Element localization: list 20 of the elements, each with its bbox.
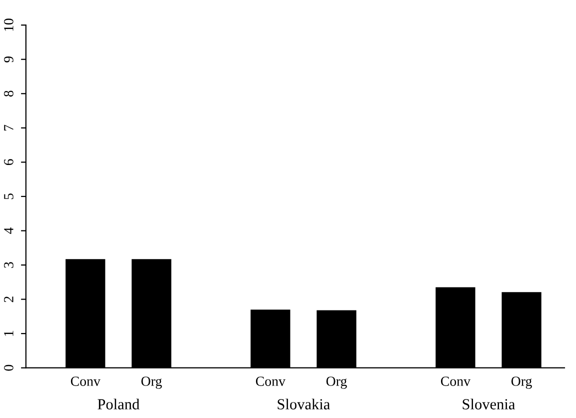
text: Slovenia [462,398,516,410]
y-tick-label: 3 [4,262,14,268]
y-tick-label: 4 [4,227,14,234]
x-tick-label: Conv [440,376,470,386]
y-tick-label: 6 [4,159,14,166]
x-tick-label: Conv [70,376,100,386]
y-tick-label: 9 [4,56,14,62]
x-tick-label: Org [141,376,162,389]
y-tick-label: 7 [4,124,14,130]
y-tick-label: 2 [4,296,14,302]
text: Poland [98,398,140,410]
x-tick-label: Conv [256,376,286,386]
y-tick-label: 1 [4,330,14,336]
y-tick-label: 0 [4,364,14,371]
y-tick-label: 10 [4,18,14,31]
y-tick-label: 5 [4,194,14,200]
x-tick-label: Org [326,376,347,389]
y-tick-label: 8 [4,90,14,97]
text: Slovakia [278,398,330,410]
x-tick-label: Org [511,376,532,389]
